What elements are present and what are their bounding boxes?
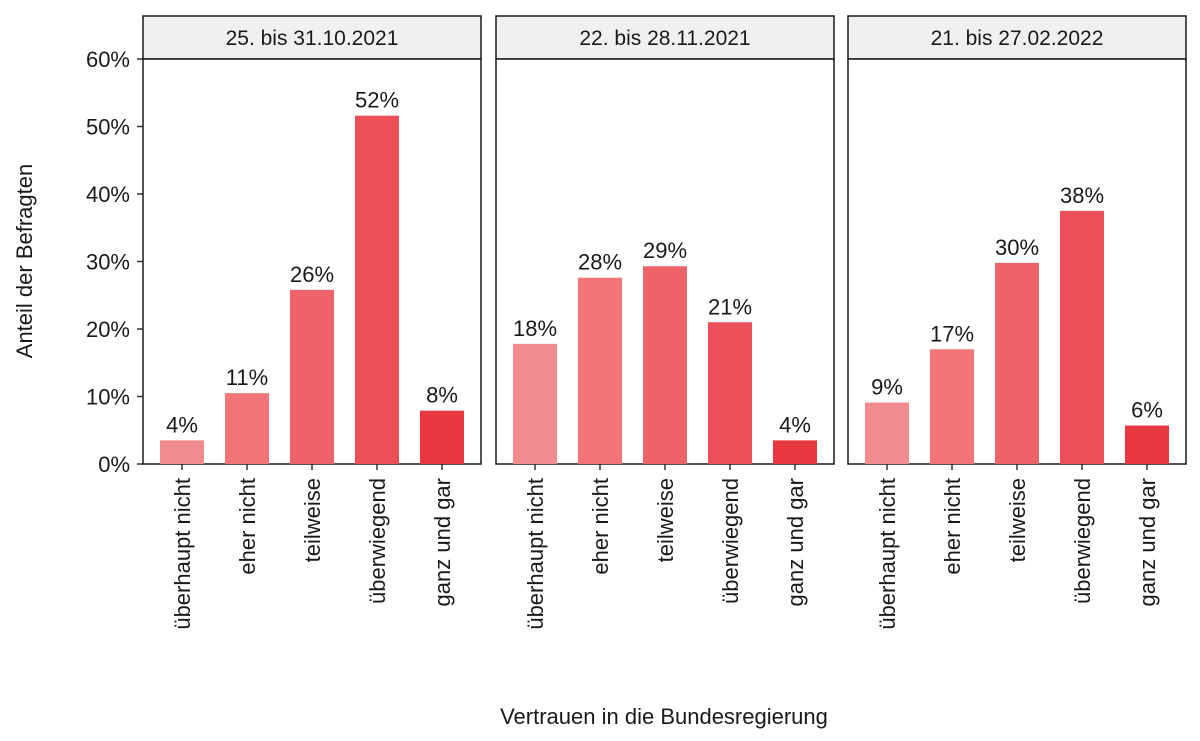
y-tick-label: 0% bbox=[98, 452, 130, 477]
y-tick-label: 20% bbox=[86, 317, 130, 342]
y-tick-label: 60% bbox=[86, 47, 130, 72]
x-tick-label: teilweise bbox=[300, 478, 325, 562]
bar-value-label: 29% bbox=[643, 238, 687, 263]
bar bbox=[225, 393, 269, 464]
bar bbox=[355, 115, 399, 464]
bar-value-label: 21% bbox=[708, 294, 752, 319]
bar-value-label: 4% bbox=[166, 412, 198, 437]
facet-strip-label: 22. bis 28.11.2021 bbox=[579, 27, 750, 50]
y-tick-label: 40% bbox=[86, 182, 130, 207]
y-axis-title: Anteil der Befragten bbox=[12, 164, 37, 358]
bar-value-label: 28% bbox=[578, 250, 622, 275]
bar bbox=[420, 410, 464, 464]
bar bbox=[513, 343, 557, 464]
y-tick-label: 50% bbox=[86, 115, 130, 140]
x-tick-label: überwiegend bbox=[718, 478, 743, 604]
x-tick-label: eher nicht bbox=[940, 478, 965, 575]
bar bbox=[1125, 425, 1169, 464]
facet-strip-label: 25. bis 31.10.2021 bbox=[226, 27, 399, 50]
bar bbox=[865, 402, 909, 464]
bar bbox=[160, 440, 204, 464]
bar-value-label: 4% bbox=[779, 412, 811, 437]
y-axis: 0% 10% 20% 30% 40% 50% 60% bbox=[86, 47, 143, 477]
bar-value-label: 30% bbox=[995, 235, 1039, 260]
bar-value-label: 6% bbox=[1131, 398, 1163, 423]
bar-value-label: 18% bbox=[513, 316, 557, 341]
bar bbox=[290, 289, 334, 464]
bar bbox=[930, 349, 974, 464]
bar-value-label: 17% bbox=[930, 321, 974, 346]
x-tick-label: teilweise bbox=[653, 478, 678, 562]
x-tick-label: ganz und gar bbox=[430, 478, 455, 606]
bar bbox=[578, 277, 622, 464]
bar-value-label: 38% bbox=[1060, 183, 1104, 208]
facet-strip bbox=[847, 15, 1187, 60]
chart-panels: 25. bis 31.10.2021 4% überhaupt nicht 11% eh… bbox=[142, 15, 1187, 630]
y-tick-label: 30% bbox=[86, 250, 130, 275]
x-tick-label: eher nicht bbox=[588, 478, 613, 575]
facet-panel: 22. bis 28.11.2021 18% überhaupt nicht 28% e… bbox=[495, 15, 835, 630]
facet-panel: 25. bis 31.10.2021 4% überhaupt nicht 11% eh… bbox=[142, 15, 482, 630]
facet-strip-label: 21. bis 27.02.2022 bbox=[931, 27, 1104, 50]
x-tick-label: teilweise bbox=[1005, 478, 1030, 562]
bar bbox=[773, 440, 817, 464]
x-tick-label: überhaupt nicht bbox=[170, 478, 195, 630]
bar bbox=[708, 322, 752, 464]
bar bbox=[1060, 210, 1104, 464]
bar-value-label: 26% bbox=[290, 262, 334, 287]
x-tick-label: ganz und gar bbox=[783, 478, 808, 606]
x-tick-label: eher nicht bbox=[235, 478, 260, 575]
y-tick-label: 10% bbox=[86, 385, 130, 410]
bar-value-label: 9% bbox=[871, 375, 903, 400]
x-tick-label: überwiegend bbox=[1070, 478, 1095, 604]
bar-value-label: 11% bbox=[226, 365, 268, 390]
x-tick-label: überhaupt nicht bbox=[875, 478, 900, 630]
bar bbox=[643, 266, 687, 464]
x-tick-label: überhaupt nicht bbox=[523, 478, 548, 630]
bar-value-label: 52% bbox=[355, 88, 399, 113]
facet-panel: 21. bis 27.02.2022 9% überhaupt nicht 17% eh… bbox=[847, 15, 1187, 630]
x-tick-label: überwiegend bbox=[365, 478, 390, 604]
x-tick-label: ganz und gar bbox=[1135, 478, 1160, 606]
bar-value-label: 8% bbox=[426, 383, 458, 408]
bar bbox=[995, 262, 1039, 464]
x-axis-title: Vertrauen in die Bundesregierung bbox=[500, 704, 828, 729]
